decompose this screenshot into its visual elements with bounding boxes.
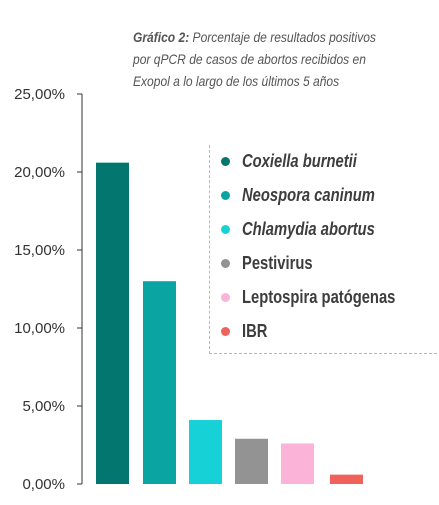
legend-swatch-leptospira bbox=[221, 292, 230, 302]
y-tick-label: 25,00% bbox=[14, 86, 65, 103]
y-tick-label: 10,00% bbox=[14, 320, 65, 337]
y-tick-label: 15,00% bbox=[14, 242, 65, 259]
chart-title-line-3: Exopol a lo largo de los últimos 5 años bbox=[133, 73, 340, 89]
legend-swatch-pestivirus bbox=[221, 258, 230, 268]
legend-item-chlamydia: Chlamydia abortus bbox=[221, 215, 404, 243]
bar-chlamydia-abortus bbox=[189, 420, 222, 484]
legend-item-coxiella: Coxiella burnetii bbox=[221, 147, 382, 175]
chart-title-line-1: Gráfico 2: Porcentaje de resultados posi… bbox=[133, 26, 391, 48]
bar-leptospira-pat-genas bbox=[281, 443, 314, 484]
legend-item-pestivirus: Pestivirus bbox=[221, 249, 328, 277]
legend-label-coxiella: Coxiella burnetii bbox=[242, 150, 357, 171]
bar-ibr bbox=[330, 474, 363, 484]
legend-label-chlamydia: Chlamydia abortus bbox=[242, 218, 375, 239]
legend-item-leptospira: Leptospira patógenas bbox=[221, 283, 429, 311]
legend-label-neospora: Neospora caninum bbox=[242, 184, 375, 205]
y-tick-label: 5,00% bbox=[22, 398, 65, 415]
legend-item-neospora: Neospora caninum bbox=[221, 181, 404, 209]
legend-swatch-neospora bbox=[221, 190, 230, 200]
legend-label-ibr: IBR bbox=[242, 320, 268, 341]
legend: Coxiella burnetii Neospora caninum Chlam… bbox=[209, 145, 439, 354]
legend-label-pestivirus: Pestivirus bbox=[242, 252, 313, 273]
y-tick-label: 0,00% bbox=[22, 476, 65, 493]
bar-coxiella-burnetii bbox=[96, 162, 129, 484]
chart-title-line-2: por qPCR de casos de abortos recibidos e… bbox=[133, 51, 366, 67]
legend-item-ibr: IBR bbox=[221, 317, 273, 345]
y-tick-label: 20,00% bbox=[14, 164, 65, 181]
bar-pestivirus bbox=[235, 438, 268, 484]
bar-neospora-caninum bbox=[143, 281, 176, 484]
legend-swatch-coxiella bbox=[221, 156, 230, 166]
chart-title-text-1: Porcentaje de resultados positivos bbox=[192, 29, 376, 45]
legend-swatch-chlamydia bbox=[221, 224, 230, 234]
chart-title-prefix: Gráfico 2: bbox=[133, 29, 190, 45]
legend-label-leptospira: Leptospira patógenas bbox=[242, 286, 396, 307]
legend-swatch-ibr bbox=[221, 326, 230, 336]
chart-title: Gráfico 2: Porcentaje de resultados posi… bbox=[133, 26, 391, 92]
